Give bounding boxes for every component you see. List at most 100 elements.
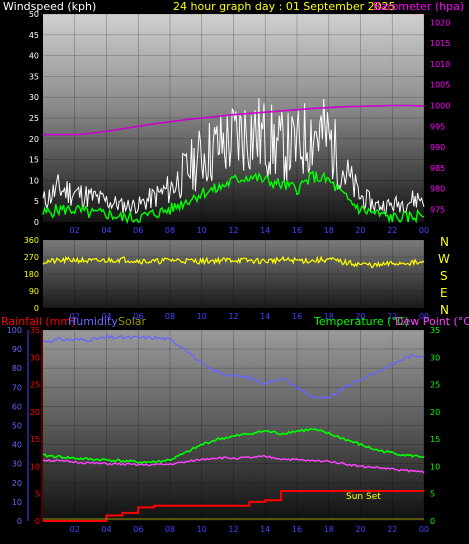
thermo-panel-background xyxy=(43,330,424,521)
temperature-tick-label: 35 xyxy=(430,326,440,335)
x-tick-label: 08 xyxy=(165,226,175,235)
rainfall-tick-label: 5 xyxy=(35,490,40,499)
x-tick-label: 06 xyxy=(133,312,143,321)
x-tick-label: 14 xyxy=(260,226,270,235)
wind-tick-label: 30 xyxy=(29,93,39,102)
temperature-tick-label: 0 xyxy=(430,517,435,526)
barometer-tick-label: 975 xyxy=(430,206,445,215)
x-tick-label: 00 xyxy=(419,525,429,534)
barometer-tick-label: 1000 xyxy=(430,102,450,111)
x-tick-label: 20 xyxy=(355,226,365,235)
humidity-tick-label: 20 xyxy=(12,479,22,488)
rainfall-tick-label: 35 xyxy=(30,326,40,335)
wind-tick-label: 45 xyxy=(29,31,39,40)
x-tick-label: 22 xyxy=(387,226,397,235)
x-tick-label: 22 xyxy=(387,312,397,321)
barometer-tick-label: 1010 xyxy=(430,60,450,69)
direction-tick-label: 180 xyxy=(24,270,39,279)
humidity-tick-label: 30 xyxy=(12,460,22,469)
barometer-tick-label: 985 xyxy=(430,164,445,173)
temperature-tick-label: 5 xyxy=(430,490,435,499)
x-tick-label: 18 xyxy=(324,312,334,321)
x-tick-label: 02 xyxy=(70,312,80,321)
rainfall-tick-label: 30 xyxy=(30,353,40,362)
humidity-tick-label: 50 xyxy=(12,422,22,431)
wind-tick-label: 50 xyxy=(29,10,39,19)
humidity-axis-title: Humidity xyxy=(68,315,118,328)
barometer-tick-label: 1015 xyxy=(430,39,450,48)
temperature-tick-label: 20 xyxy=(430,408,440,417)
x-tick-label: 10 xyxy=(197,525,207,534)
humidity-tick-label: 0 xyxy=(17,517,22,526)
x-tick-label: 08 xyxy=(165,312,175,321)
series-dewpoint xyxy=(43,454,425,474)
direction-letter-n-top: N xyxy=(440,235,449,249)
x-tick-label: 12 xyxy=(228,525,238,534)
x-tick-label: 16 xyxy=(292,226,302,235)
temperature-axis-title: Temperature (°C) xyxy=(313,315,409,328)
x-tick-label: 20 xyxy=(355,525,365,534)
humidity-tick-label: 90 xyxy=(12,345,22,354)
wind-tick-label: 25 xyxy=(29,114,39,123)
direction-letter-w: W xyxy=(438,252,450,266)
x-tick-label: 04 xyxy=(101,312,111,321)
direction-tick-label: 270 xyxy=(24,253,39,262)
x-tick-label: 06 xyxy=(133,226,143,235)
x-tick-label: 02 xyxy=(70,226,80,235)
direction-letter-e: E xyxy=(440,286,448,300)
x-tick-label: 00 xyxy=(419,312,429,321)
humidity-tick-label: 10 xyxy=(12,498,22,507)
temperature-tick-label: 25 xyxy=(430,381,440,390)
x-tick-label: 02 xyxy=(70,525,80,534)
x-tick-label: 16 xyxy=(292,312,302,321)
x-tick-label: 20 xyxy=(355,312,365,321)
barometer-axis-title: Barometer (hpa) xyxy=(373,0,464,13)
rainfall-tick-label: 10 xyxy=(30,462,40,471)
temperature-tick-label: 15 xyxy=(430,435,440,444)
series-barometer xyxy=(43,104,424,136)
x-tick-label: 00 xyxy=(419,226,429,235)
direction-panel-background xyxy=(43,240,424,308)
x-tick-label: 14 xyxy=(260,525,270,534)
direction-letter-s: S xyxy=(440,269,448,283)
series-wind-direction xyxy=(42,255,425,269)
rainfall-tick-label: 0 xyxy=(35,517,40,526)
x-tick-label: 18 xyxy=(324,226,334,235)
x-tick-label: 18 xyxy=(324,525,334,534)
wind-tick-label: 20 xyxy=(29,135,39,144)
wind-panel-background xyxy=(43,14,424,222)
solar-axis-title: Solar xyxy=(118,315,147,328)
x-tick-label: 04 xyxy=(101,525,111,534)
barometer-tick-label: 990 xyxy=(430,143,445,152)
direction-tick-label: 360 xyxy=(24,236,39,245)
humidity-tick-label: 100 xyxy=(7,326,22,335)
wind-axis-title: Windspeed (kph) xyxy=(3,0,96,13)
x-tick-label: 12 xyxy=(228,312,238,321)
direction-tick-label: 0 xyxy=(34,304,39,313)
x-tick-label: 04 xyxy=(101,226,111,235)
rainfall-tick-label: 20 xyxy=(30,408,40,417)
x-tick-label: 12 xyxy=(228,226,238,235)
x-tick-label: 22 xyxy=(387,525,397,534)
wind-tick-label: 10 xyxy=(29,176,39,185)
x-tick-label: 08 xyxy=(165,525,175,534)
barometer-tick-label: 1005 xyxy=(430,81,450,90)
wind-tick-label: 15 xyxy=(29,156,39,165)
humidity-tick-label: 70 xyxy=(12,383,22,392)
series-temperature xyxy=(42,428,425,465)
wind-tick-label: 0 xyxy=(34,218,39,227)
x-tick-label: 14 xyxy=(260,312,270,321)
wind-tick-label: 40 xyxy=(29,52,39,61)
direction-tick-label: 90 xyxy=(29,287,39,296)
barometer-tick-label: 980 xyxy=(430,185,445,194)
wind-tick-label: 35 xyxy=(29,72,39,81)
direction-letter-n-bottom: N xyxy=(440,303,449,317)
temperature-tick-label: 30 xyxy=(430,353,440,362)
humidity-tick-label: 40 xyxy=(12,441,22,450)
x-tick-label: 10 xyxy=(197,312,207,321)
dewpoint-axis-title: Dew Point (°C) xyxy=(395,315,469,328)
series-wind-average xyxy=(42,170,425,225)
chart-title: 24 hour graph day : 01 September 2025 xyxy=(173,0,396,13)
